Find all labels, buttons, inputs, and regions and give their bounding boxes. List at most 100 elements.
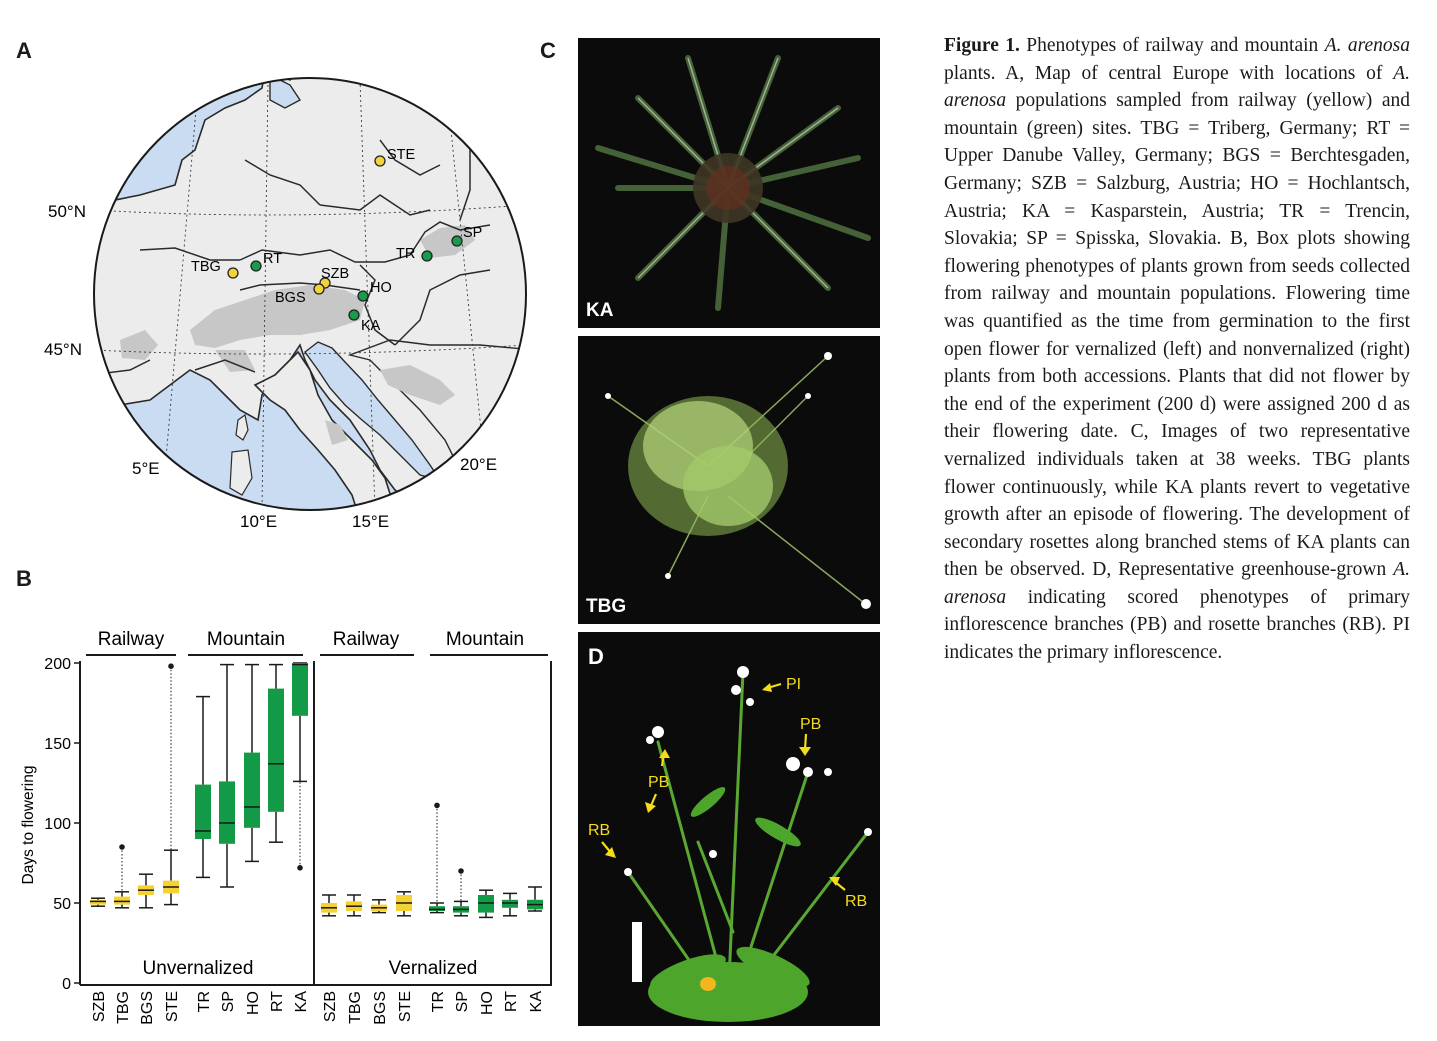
panel-letter-a: A [16,38,32,63]
box-ka [527,886,543,912]
box-tr [195,695,211,879]
panel-letter-d: D [588,644,604,669]
map-sardinia [229,449,253,496]
europe-map: 50°N 45°N 5°E 10°E 15°E 20°E STE RT TBG … [44,77,527,531]
panel-label-unvernalized: Unvernalized [143,958,254,979]
box-ho [244,663,260,863]
box-iqr [429,906,445,911]
x-tick-label: BGS [372,991,389,1025]
site-label-tbg: TBG [191,259,221,275]
map-highlands [120,225,475,445]
panel-label-vernalized: Vernalized [389,958,478,979]
photo-tbg: TBG [578,336,880,624]
figure-caption: Figure 1. Phenotypes of railway and moun… [944,32,1410,667]
photo-ka-plant [595,55,871,311]
box-ste [396,891,412,917]
outlier-point [168,663,174,669]
group-header-railway-vern: Railway [333,629,400,650]
map-graticule [94,79,526,510]
box-iqr [292,663,308,716]
outlier-point [434,802,440,809]
box-tbg [114,844,130,909]
lon-label-20: 20°E [460,455,497,474]
caption-seg-6: indicating scored phenotypes of primary … [944,586,1410,664]
site-marker-sp [451,235,463,247]
box-iqr [90,899,106,905]
group-header-mountain-unvern: Mountain [207,629,285,650]
box-ho [478,889,494,919]
lon-label-5: 5°E [132,459,160,478]
x-tick-label: TR [430,991,447,1012]
x-tick-label: RT [269,991,286,1012]
photo-d-plant [624,666,872,1022]
caption-seg-1: A. arenosa [1324,35,1410,56]
map-corsica [235,413,249,441]
caption-seg-0: Phenotypes of railway and mountain [1019,35,1325,56]
site-marker-ka [348,309,360,321]
globe-outline [93,77,527,511]
y-ticks: 0 50 100 150 200 [44,656,80,993]
site-marker-tbg [227,267,239,279]
y-axis-label: Days to flowering [20,766,37,885]
site-label-ho: HO [370,280,392,296]
site-label-ka: KA [361,318,381,334]
box-iqr [478,895,494,913]
caption-seg-3: A. arenosa [944,62,1410,112]
caption-seg-4: populations sampled from railway (yellow… [944,90,1410,581]
box-szb [321,894,337,917]
site-label-sp: SP [463,225,482,241]
photo-d: D PI PB PB RB RB [578,632,880,1026]
box-ste [163,663,179,906]
box-szb [90,897,106,907]
y-tick-label: 150 [44,736,71,753]
box-iqr [244,752,260,828]
site-marker-rt [250,260,262,272]
site-marker-ste [374,155,386,167]
annot-pi: PI [786,676,801,693]
box-sp [453,868,469,917]
caption-seg-5: A. arenosa [944,559,1410,608]
site-label-bgs: BGS [275,290,306,306]
box-iqr [195,784,211,839]
x-tick-label: HO [245,991,262,1015]
arrowhead-rb-right [829,877,840,886]
box-bgs [371,899,387,914]
box-plot-chart: Railway Mountain Railway Mountain Days t… [20,629,552,1025]
x-tick-label: SZB [322,991,339,1022]
outlier-point [119,844,125,850]
arrowhead-pb-right [799,747,811,756]
arrowhead-rb-left [605,847,616,858]
caption-title: Figure 1. [944,35,1020,56]
box-iqr [219,781,235,844]
box-iqr [114,896,130,905]
x-tick-label: STE [397,991,414,1022]
x-tick-labels: SZB TBG BGS STE TR SP HO RT KA SZB TBG BGS STE TR SP HO… [91,991,545,1025]
panel-letter-b: B [16,566,32,591]
group-header-railway-unvern: Railway [98,629,165,650]
box-tbg [346,894,362,917]
caption-seg-2: plants. A, Map of central Europe with lo… [944,62,1394,84]
annot-rb-right: RB [845,893,867,910]
map-borders [94,120,491,376]
arrowhead-pb-left-up [659,749,670,758]
lat-label-45: 45°N [44,340,82,359]
box-iqr [502,899,518,908]
site-label-tr: TR [396,246,415,262]
box-rt [268,663,284,843]
group-header-mountain-vern: Mountain [446,629,524,650]
x-tick-label: SP [220,991,237,1012]
y-tick-label: 0 [62,976,71,993]
annot-pb-right: PB [800,716,821,733]
outlier-point [297,865,303,871]
panel-letter-c: C [540,38,556,63]
arrowhead-pi [762,683,772,692]
annot-pb-left: PB [648,774,669,791]
map-baltic [269,78,302,109]
site-marker-ho [357,290,369,302]
y-tick-label: 200 [44,656,71,673]
y-tick-label: 100 [44,816,71,833]
box-bgs [138,873,154,909]
x-tick-label: KA [528,991,545,1013]
box-rt [502,892,518,917]
box-sp [219,663,235,888]
